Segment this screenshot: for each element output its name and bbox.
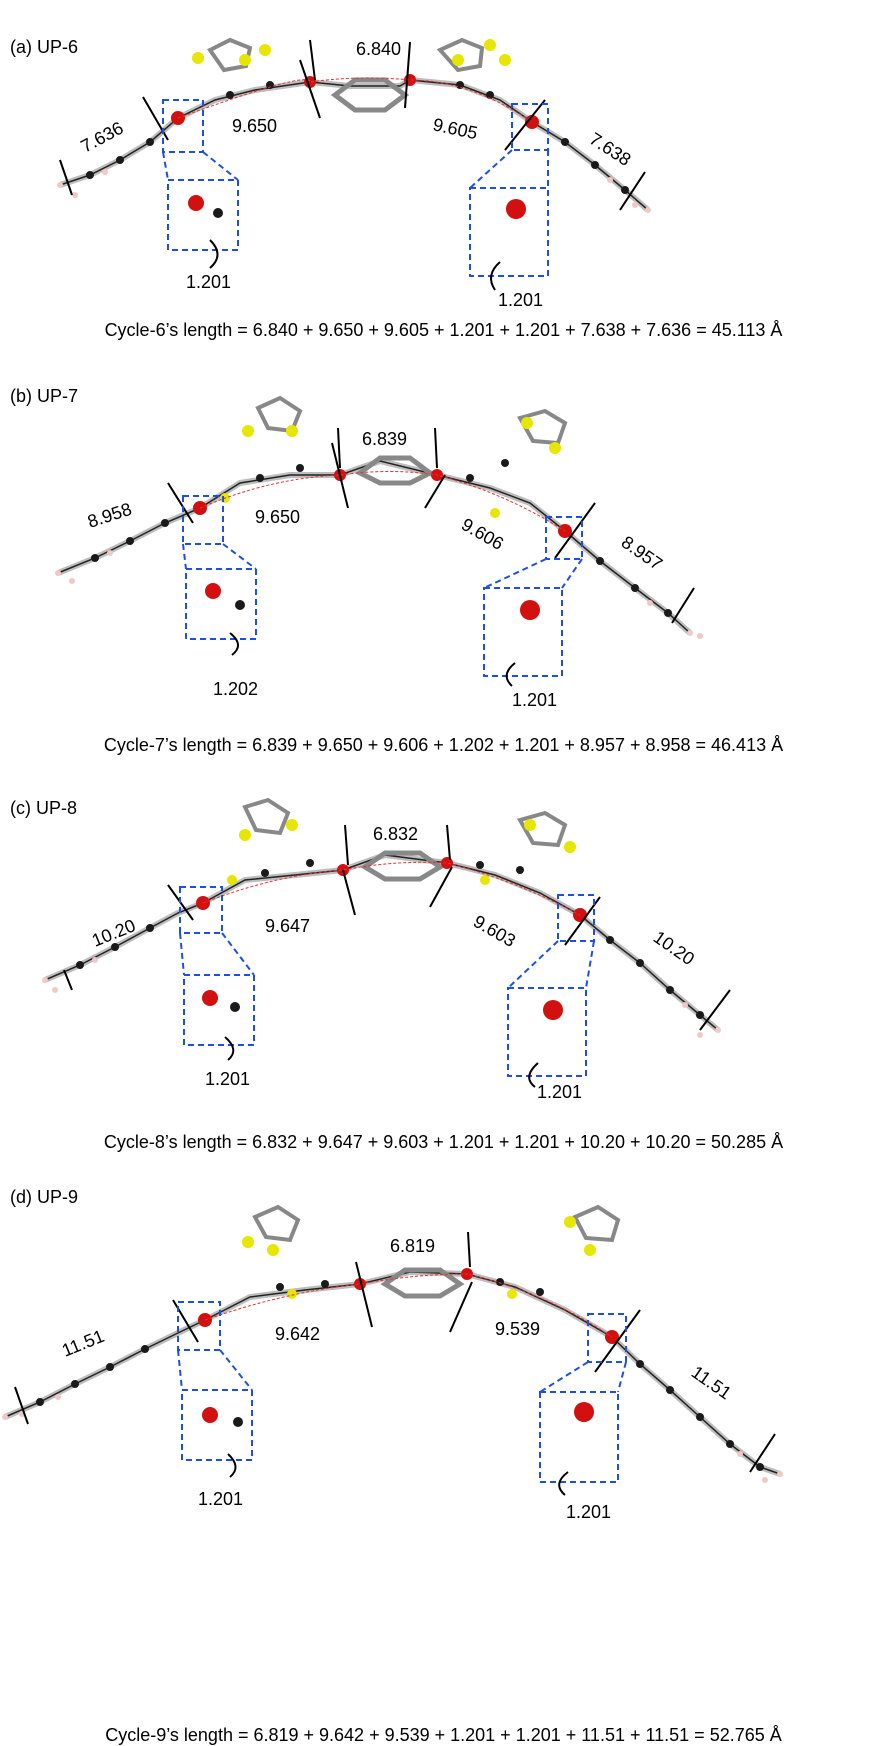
- molecule-structure: [42, 797, 731, 1088]
- cycle-length-formula: Cycle-7’s length = 6.839 + 9.650 + 9.606…: [103, 735, 784, 755]
- label-right-chain-length: 11.51: [688, 1362, 735, 1403]
- panel-label: (c) UP-8: [10, 798, 77, 818]
- molecule-up7: 6.839 9.650 9.606 8.958 8.957 1.202 1.20…: [55, 395, 703, 710]
- label-center-length: 6.839: [362, 429, 407, 449]
- cycle-length-formula: Cycle-8’s length = 6.832 + 9.647 + 9.603…: [103, 1132, 784, 1152]
- label-left-ring-length: 9.650: [232, 116, 277, 136]
- label-right-box-length: 1.201: [566, 1502, 611, 1522]
- label-right-chain-length: 8.957: [618, 532, 666, 574]
- panel-label: (a) UP-6: [10, 37, 79, 57]
- label-right-ring-length: 9.539: [495, 1319, 540, 1339]
- molecule-up6: 6.840 9.650 9.605 7.636 7.638 1.201 1.20…: [57, 37, 651, 310]
- panel-label: (d) UP-9: [10, 1187, 79, 1207]
- label-center-length: 6.832: [373, 824, 418, 844]
- panel-label: (b) UP-7: [10, 386, 79, 406]
- molecule-up9: 6.819 9.642 9.539 11.51 11.51 1.201 1.20…: [2, 1204, 783, 1522]
- label-left-box-length: 1.201: [205, 1069, 250, 1089]
- molecule-structure: [57, 37, 651, 291]
- label-center-length: 6.819: [390, 1236, 435, 1256]
- label-right-ring-length: 9.606: [458, 514, 507, 554]
- label-left-ring-length: 9.642: [275, 1324, 320, 1344]
- label-left-ring-length: 9.650: [255, 507, 300, 527]
- label-left-chain-length: 8.958: [85, 499, 134, 532]
- label-left-box-length: 1.201: [186, 272, 231, 292]
- label-center-length: 6.840: [356, 39, 401, 59]
- label-right-box-length: 1.201: [537, 1082, 582, 1102]
- panel-up6: 6.840 9.650 9.605 7.636 7.638 1.201 1.20…: [0, 0, 887, 430]
- label-left-ring-length: 9.647: [265, 916, 310, 936]
- panel-up9: 6.819 9.642 9.539 11.51 11.51 1.201 1.20…: [0, 1187, 887, 1745]
- molecule-structure: [55, 395, 703, 687]
- panel-up8: 6.832 9.647 9.603 10.20 10.20 1.201 1.20…: [0, 795, 887, 1225]
- label-left-chain-length: 11.51: [59, 1326, 107, 1361]
- panel-up7: 6.839 9.650 9.606 8.958 8.957 1.202 1.20…: [0, 383, 887, 813]
- label-right-box-length: 1.201: [512, 690, 557, 710]
- label-right-box-length: 1.201: [498, 290, 543, 310]
- molecule-structure: [2, 1204, 783, 1496]
- label-right-chain-length: 10.20: [650, 927, 698, 969]
- label-right-ring-length: 9.603: [470, 911, 519, 951]
- cycle-length-formula: Cycle-9’s length = 6.819 + 9.642 + 9.539…: [105, 1725, 782, 1745]
- label-left-box-length: 1.201: [198, 1489, 243, 1509]
- label-left-chain-length: 7.636: [77, 118, 126, 157]
- cycle-length-formula: Cycle-6’s length = 6.840 + 9.650 + 9.605…: [104, 320, 783, 340]
- molecule-up8: 6.832 9.647 9.603 10.20 10.20 1.201 1.20…: [42, 797, 731, 1102]
- label-right-ring-length: 9.605: [431, 114, 479, 143]
- label-left-box-length: 1.202: [213, 679, 258, 699]
